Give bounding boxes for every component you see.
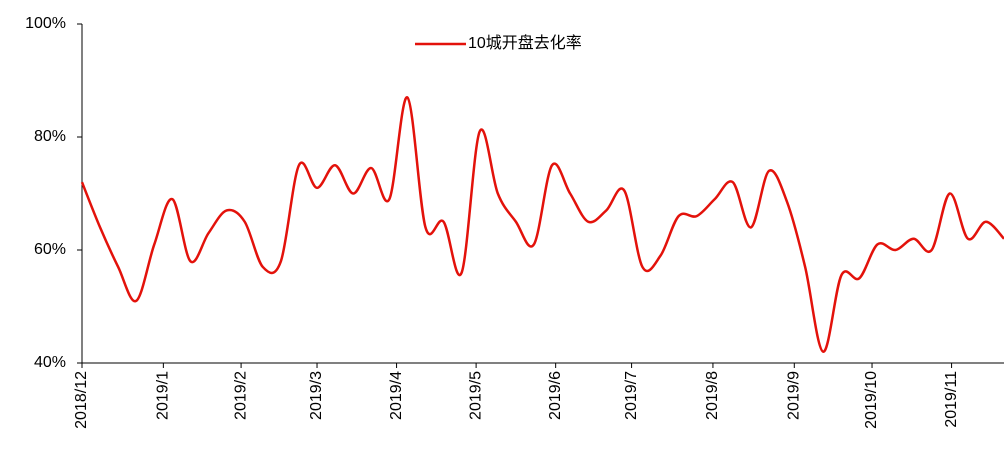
x-tick-label: 2019/6 bbox=[547, 371, 564, 420]
x-tick-label: 2019/5 bbox=[467, 371, 484, 420]
x-tick-label: 2019/1 bbox=[155, 371, 172, 420]
x-tick-label: 2019/7 bbox=[623, 371, 640, 420]
x-tick-label: 2019/9 bbox=[786, 371, 803, 420]
y-tick-label: 60% bbox=[34, 241, 66, 258]
x-tick-label: 2019/2 bbox=[232, 371, 249, 420]
x-tick-label: 2019/10 bbox=[863, 371, 880, 429]
line-series bbox=[80, 96, 1004, 353]
x-tick-label: 2019/4 bbox=[388, 371, 405, 420]
x-tick-label: 2019/11 bbox=[943, 371, 960, 428]
x-tick-label: 2018/12 bbox=[73, 371, 90, 429]
y-tick-label: 100% bbox=[25, 15, 66, 32]
y-tick-label: 40% bbox=[34, 354, 66, 371]
x-tick-label: 2019/8 bbox=[704, 371, 721, 420]
x-tick-label: 2019/3 bbox=[308, 371, 325, 420]
y-tick-label: 80% bbox=[34, 128, 66, 145]
legend-label: 10城开盘去化率 bbox=[468, 33, 582, 52]
